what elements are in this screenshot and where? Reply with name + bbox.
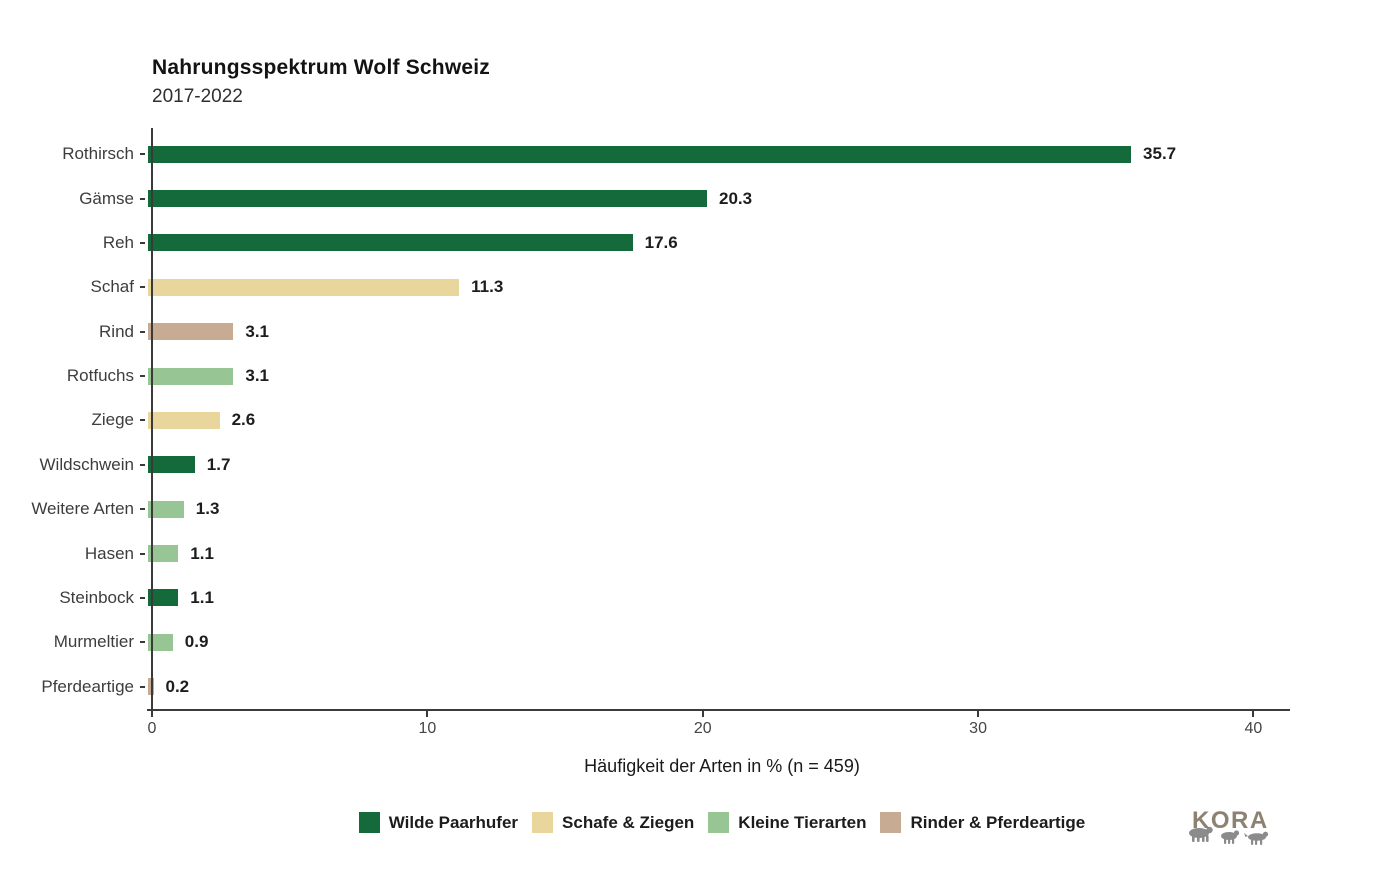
x-axis-line	[147, 709, 1290, 711]
bar-row: Reh 17.6	[0, 221, 1400, 265]
category-label: Ziege	[91, 410, 134, 430]
category-label: Hasen	[84, 543, 134, 563]
bar-value-label: 3.1	[245, 366, 269, 386]
y-axis-tick-mark	[140, 241, 145, 244]
y-axis-line	[151, 128, 153, 710]
y-axis-tick-mark	[140, 596, 145, 599]
y-axis-tick-mark	[140, 552, 145, 555]
bar	[148, 411, 220, 429]
bar-value-label: 1.7	[206, 454, 231, 474]
bar	[148, 678, 154, 696]
bar-value-label: 11.3	[471, 277, 504, 297]
kora-logo: KORA	[1189, 807, 1269, 845]
legend-label: Wilde Paarhufer	[388, 812, 519, 832]
category-label: Steinbock	[59, 587, 134, 607]
chart-subtitle: 2017-2022	[152, 86, 243, 107]
chart-legend: Wilde Paarhufer Schafe & Ziegen Kleine Tie…	[152, 812, 1292, 833]
x-axis-tick-label: 0	[147, 720, 157, 737]
bar	[148, 456, 195, 474]
legend-label: Rinder & Pferdeartige	[910, 812, 1086, 832]
bar-value-label: 2.6	[231, 410, 256, 430]
legend-label: Kleine Tierarten	[738, 812, 867, 832]
bar-row: Murmeltier 0.9	[0, 620, 1400, 664]
x-axis-tick-label: 40	[1244, 720, 1263, 737]
y-axis-tick-mark	[140, 197, 145, 200]
legend-item: Schafe & Ziegen	[532, 812, 694, 833]
bar-value-label: 1.1	[190, 587, 214, 607]
bar-row: Hasen 1.1	[0, 531, 1400, 575]
bar-value-label: 3.1	[245, 321, 269, 341]
bar	[148, 500, 184, 518]
y-axis-tick-mark	[140, 508, 145, 511]
y-axis-tick-mark	[140, 286, 145, 289]
x-axis-tick-mark	[977, 711, 980, 717]
bar-row: Steinbock 1.1	[0, 576, 1400, 620]
bar	[148, 234, 633, 252]
bar-value-label: 0.2	[165, 676, 190, 696]
category-label: Weitere Arten	[31, 499, 134, 519]
category-label: Rind	[99, 321, 134, 341]
category-label: Wildschwein	[39, 454, 134, 474]
bar	[148, 589, 179, 607]
bar-row: Rotfuchs 3.1	[0, 354, 1400, 398]
kora-logo-animals	[1189, 826, 1269, 845]
chart-title: Nahrungsspektrum Wolf Schweiz	[152, 56, 490, 79]
bar-value-label: 0.9	[184, 632, 209, 652]
category-label: Schaf	[90, 277, 134, 297]
legend-item: Wilde Paarhufer	[358, 812, 519, 833]
x-axis-title: Häufigkeit der Arten in % (n = 459)	[584, 756, 860, 776]
bar	[148, 278, 460, 296]
bar-row: Ziege 2.6	[0, 398, 1400, 442]
x-axis-tick-mark	[701, 711, 704, 717]
bar	[148, 367, 234, 385]
bar-row: Weitere Arten 1.3	[0, 487, 1400, 531]
category-label: Pferdeartige	[41, 676, 134, 696]
bar-row: Rothirsch 35.7	[0, 132, 1400, 176]
bar-value-label: 35.7	[1143, 144, 1177, 164]
y-axis-tick-mark	[140, 641, 145, 644]
y-axis-tick-mark	[140, 330, 145, 333]
bar	[148, 633, 173, 651]
y-axis-tick-mark	[140, 419, 145, 422]
category-label: Rotfuchs	[66, 366, 134, 386]
x-axis-tick-label: 30	[969, 720, 987, 737]
bar-value-label: 1.1	[190, 543, 214, 563]
bar	[148, 145, 1132, 163]
category-label: Reh	[102, 232, 134, 252]
bar-value-label: 20.3	[718, 188, 753, 208]
legend-label: Schafe & Ziegen	[562, 812, 695, 832]
x-axis-tick-mark	[151, 711, 153, 717]
y-axis-tick-mark	[140, 375, 145, 378]
bar-row: Schaf 11.3	[0, 265, 1400, 309]
y-axis-tick-mark	[140, 685, 145, 688]
x-axis-tick-mark	[1252, 711, 1255, 717]
legend-swatch	[358, 812, 380, 833]
legend-item: Rinder & Pferdeartige	[880, 812, 1085, 833]
legend-swatch	[880, 812, 902, 833]
bar-row: Wildschwein 1.7	[0, 443, 1400, 487]
bar-row: Gämse 20.3	[0, 176, 1400, 220]
legend-item: Kleine Tierarten	[708, 812, 866, 833]
x-axis-tick-label: 10	[418, 720, 437, 737]
bar	[148, 545, 179, 563]
category-label: Murmeltier	[53, 632, 134, 652]
legend-swatch	[708, 812, 730, 833]
bar-rows-container: Rothirsch 35.7 Gämse 20.3 Reh 17.6 Schaf 11.3 Ri…	[0, 132, 1400, 709]
bar	[148, 190, 707, 208]
bar-value-label: 1.3	[195, 499, 220, 519]
bar-value-label: 17.6	[644, 232, 678, 252]
x-axis-tick-label: 20	[693, 720, 712, 737]
category-label: Gämse	[79, 188, 134, 208]
category-label: Rothirsch	[62, 144, 134, 164]
bar-row: Pferdeartige 0.2	[0, 665, 1400, 709]
legend-swatch	[532, 812, 554, 833]
y-axis-tick-mark	[140, 153, 145, 156]
y-axis-tick-mark	[140, 463, 145, 466]
bar	[148, 323, 234, 341]
x-axis-tick-mark	[426, 711, 429, 717]
bar-row: Rind 3.1	[0, 310, 1400, 354]
